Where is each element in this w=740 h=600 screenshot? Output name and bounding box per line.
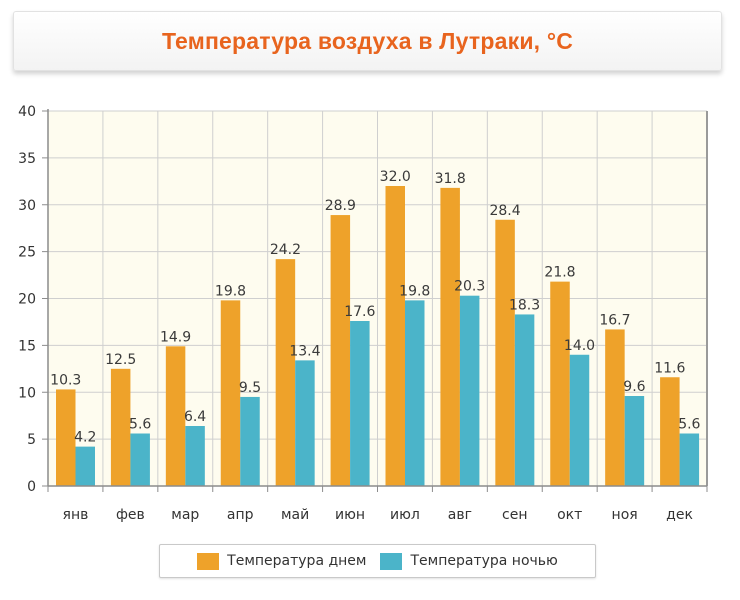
- data-labels: 10.3 4.2 12.5 5.6 14.9 6.4 19.8 9.5 24.2 13.4 28.9…: [50, 169, 700, 446]
- bar-night: [405, 300, 425, 486]
- x-tick-label: окт: [557, 507, 582, 523]
- bar-night: [185, 426, 205, 486]
- data-label-night: 17.6: [344, 304, 375, 320]
- x-tick-label: июл: [390, 507, 420, 523]
- bar-day: [495, 219, 515, 486]
- x-tick-label: фев: [116, 507, 145, 523]
- legend-swatch-night: [380, 552, 403, 570]
- x-tick-label: ноя: [612, 507, 638, 523]
- data-label-night: 5.6: [678, 417, 700, 433]
- data-label-night: 6.4: [184, 409, 206, 425]
- data-label-day: 10.3: [50, 372, 81, 388]
- y-tick-label: 25: [18, 245, 36, 261]
- bar-night: [679, 433, 700, 486]
- bar-day: [605, 329, 625, 486]
- axes: 0 5 10 15 20 25 30 35 40 янв фев мар апр май июн июл авг…: [18, 104, 708, 523]
- x-tick-label: апр: [227, 507, 254, 523]
- y-tick-label: 5: [27, 432, 36, 448]
- data-label-day: 19.8: [215, 283, 246, 299]
- legend-item-day[interactable]: Температура днем: [197, 552, 367, 570]
- data-label-night: 14.0: [564, 338, 595, 354]
- chart-title-box: Температура воздуха в Лутраки, °C: [13, 11, 722, 71]
- data-label-night: 9.5: [239, 380, 261, 396]
- grid-lines: [48, 110, 708, 486]
- data-label-night: 5.6: [129, 417, 151, 433]
- legend-label-night: Температура ночью: [410, 553, 558, 569]
- bar-night: [350, 321, 370, 486]
- bar-night: [514, 314, 535, 486]
- x-tick-label: сен: [502, 507, 527, 523]
- y-tick-label: 35: [18, 151, 36, 167]
- legend: Температура днем Температура ночью: [159, 544, 596, 578]
- y-tick-label: 10: [18, 385, 36, 401]
- data-label-day: 12.5: [105, 352, 136, 368]
- legend-label-day: Температура днем: [227, 553, 367, 569]
- x-tick-label: янв: [63, 507, 89, 523]
- bar-night: [130, 433, 150, 486]
- legend-item-night[interactable]: Температура ночью: [380, 552, 558, 570]
- x-tick-label: авг: [448, 507, 472, 523]
- data-label-night: 9.6: [623, 379, 645, 395]
- data-label-day: 11.6: [654, 360, 685, 376]
- bar-night: [569, 354, 590, 486]
- x-tick-label: июн: [335, 507, 365, 523]
- bar-day: [440, 187, 460, 486]
- legend-swatch-day: [197, 552, 220, 570]
- data-label-day: 28.9: [325, 198, 356, 214]
- x-tick-label: май: [281, 507, 309, 523]
- bar-day: [330, 215, 351, 486]
- data-label-night: 4.2: [74, 430, 96, 446]
- data-label-day: 16.7: [599, 312, 630, 328]
- y-tick-label: 15: [18, 338, 36, 354]
- bar-night: [240, 396, 260, 486]
- bar-day: [660, 377, 680, 486]
- data-label-day: 24.2: [270, 242, 301, 258]
- bars: [56, 186, 700, 486]
- bar-night: [75, 446, 95, 486]
- data-label-night: 19.8: [399, 283, 430, 299]
- bar-night: [624, 396, 645, 486]
- y-tick-label: 20: [18, 292, 36, 308]
- bar-day: [550, 281, 570, 486]
- bar-night: [459, 295, 480, 486]
- bar-day: [220, 300, 241, 486]
- bar-day: [165, 346, 186, 486]
- data-label-day: 21.8: [544, 265, 575, 281]
- y-tick-label: 0: [27, 479, 36, 495]
- bar-day: [56, 389, 76, 486]
- data-label-night: 13.4: [289, 343, 320, 359]
- y-tick-label: 40: [18, 104, 36, 120]
- data-label-day: 32.0: [380, 169, 411, 185]
- x-tick-label: мар: [171, 507, 199, 523]
- data-label-day: 14.9: [160, 329, 191, 345]
- data-label-day: 31.8: [435, 171, 466, 187]
- x-tick-label: дек: [666, 507, 693, 523]
- chart-title: Температура воздуха в Лутраки, °C: [161, 27, 574, 54]
- bar-day: [110, 368, 131, 486]
- bar-day: [275, 259, 296, 486]
- data-label-night: 18.3: [509, 297, 540, 313]
- data-label-day: 28.4: [489, 203, 520, 219]
- bar-day: [385, 186, 405, 486]
- bar-night: [295, 360, 315, 486]
- y-tick-label: 30: [18, 198, 36, 214]
- data-label-night: 20.3: [454, 279, 485, 295]
